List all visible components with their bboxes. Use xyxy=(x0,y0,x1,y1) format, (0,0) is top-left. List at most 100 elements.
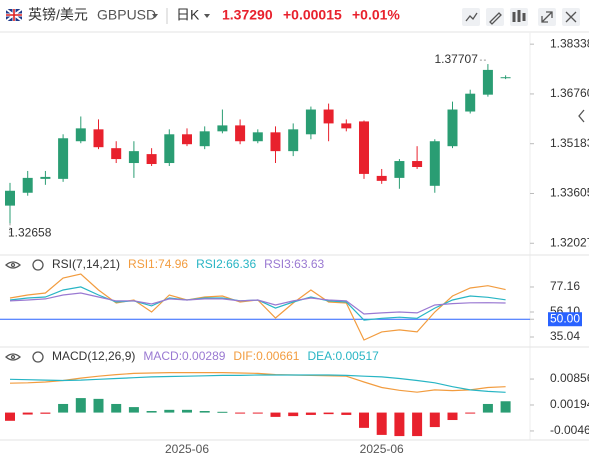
candle-body xyxy=(58,138,69,179)
price: 1.37290 xyxy=(222,7,273,23)
histogram-bar xyxy=(482,403,493,413)
indicator-line xyxy=(9,292,506,315)
candle-body xyxy=(341,123,352,129)
legend-entry: RSI1:74.96 xyxy=(128,257,188,271)
candle-body xyxy=(22,177,33,193)
histogram-bar xyxy=(22,412,33,415)
histogram-bar xyxy=(58,403,69,413)
histogram-bar xyxy=(447,412,458,421)
histogram-bar xyxy=(182,409,192,413)
histogram-bar xyxy=(341,412,352,415)
candle-body xyxy=(182,134,192,145)
candle-body xyxy=(394,161,405,178)
histogram-bar xyxy=(40,412,51,414)
fullscreen-icon xyxy=(541,11,553,23)
indicator-line xyxy=(9,372,506,393)
legend-entry: RSI2:66.36 xyxy=(196,257,256,271)
legend-entry: DEA:0.00517 xyxy=(307,349,379,363)
settings-icon[interactable] xyxy=(32,259,44,271)
candle-body xyxy=(359,121,369,174)
candle-body xyxy=(465,93,476,112)
histogram-bar xyxy=(5,412,15,421)
histogram-bar xyxy=(270,412,281,417)
candle-body xyxy=(93,129,104,148)
candle-body xyxy=(323,109,334,124)
header: 英镑/美元 GBPUSD 日K 1.37290 +0.00015 +0.01% xyxy=(5,7,580,26)
x-tick-label: 2025-06 xyxy=(360,442,404,456)
histogram-bar xyxy=(164,409,175,413)
candle-body xyxy=(412,161,423,168)
histogram-bar xyxy=(465,412,476,414)
histogram-bar xyxy=(93,398,104,413)
histogram-bar xyxy=(359,412,369,428)
histogram-bar xyxy=(305,412,316,415)
period[interactable]: 日K xyxy=(176,7,200,23)
histogram-bar xyxy=(376,412,387,435)
indicator-line xyxy=(9,374,506,393)
y-tick-label: 77.16 xyxy=(550,279,580,293)
legend-entry: DIF:0.00661 xyxy=(233,349,299,363)
histogram-bar xyxy=(235,412,246,414)
candle-body xyxy=(376,175,387,181)
y-tick-label: 1.33605 xyxy=(550,186,589,200)
histogram-bar xyxy=(412,412,423,437)
high-annotation: 1.37707 xyxy=(435,52,479,66)
candle-body xyxy=(500,77,511,79)
candle-body xyxy=(447,109,458,147)
candle-body xyxy=(146,154,157,165)
candle-body xyxy=(199,131,210,147)
settings-icon[interactable] xyxy=(32,351,44,363)
indicator-icon xyxy=(465,12,478,22)
histogram-bar xyxy=(500,401,511,413)
collapse-arrow[interactable] xyxy=(578,109,585,123)
y-tick-label: 0.00856 xyxy=(550,371,589,385)
candle-body xyxy=(288,129,299,152)
candle-body xyxy=(217,125,228,132)
candle-body xyxy=(5,190,15,206)
y-tick-label: 1.36760 xyxy=(550,86,589,100)
candle-body xyxy=(429,141,440,186)
candle-body xyxy=(111,148,122,160)
visibility-icon[interactable] xyxy=(5,261,21,269)
candle-body xyxy=(40,176,51,179)
chart-type-icon xyxy=(512,10,526,22)
candle-body xyxy=(270,132,281,152)
legend-entry: MACD:0.00289 xyxy=(143,349,225,363)
dropdown-arrow[interactable] xyxy=(152,14,158,18)
histogram-bar xyxy=(146,411,157,413)
histogram-bar xyxy=(128,407,139,413)
price-change: +0.00015 xyxy=(283,7,342,23)
legend-entry: RSI3:63.63 xyxy=(264,257,324,271)
toolbar xyxy=(462,8,580,26)
y-tick-label: 1.38338 xyxy=(550,36,589,50)
histogram-bar xyxy=(323,412,334,415)
pair-name[interactable]: 英镑/美元 xyxy=(28,7,88,23)
histogram-bar xyxy=(111,403,122,413)
candle-body xyxy=(75,128,86,142)
y-tick-label: 1.32027 xyxy=(550,235,589,249)
candle-body xyxy=(482,69,493,95)
y-tick-label: 50.00 xyxy=(550,311,580,325)
y-tick-label: 0.00194 xyxy=(550,397,589,411)
candle-body xyxy=(252,132,263,142)
flag-icon xyxy=(5,8,23,22)
histogram-bar xyxy=(252,412,263,414)
candle-body xyxy=(164,134,175,164)
low-annotation: 1.32658 xyxy=(8,226,52,240)
histogram-bar xyxy=(199,411,210,413)
histogram-bar xyxy=(394,412,405,437)
candle-body xyxy=(305,109,316,135)
dropdown-arrow[interactable] xyxy=(204,14,210,18)
symbol[interactable]: GBPUSD xyxy=(97,7,156,23)
y-tick-highlight xyxy=(548,312,582,327)
visibility-icon[interactable] xyxy=(5,353,21,361)
y-tick-label: 35.04 xyxy=(550,329,580,343)
candle-body xyxy=(128,151,139,164)
panel-icons xyxy=(5,259,44,363)
histogram-bar xyxy=(75,398,86,413)
price-change-pct: +0.01% xyxy=(352,7,400,23)
y-tick-label: 1.35183 xyxy=(550,136,589,150)
histogram-bar xyxy=(429,412,440,428)
histogram-bar xyxy=(288,412,299,417)
